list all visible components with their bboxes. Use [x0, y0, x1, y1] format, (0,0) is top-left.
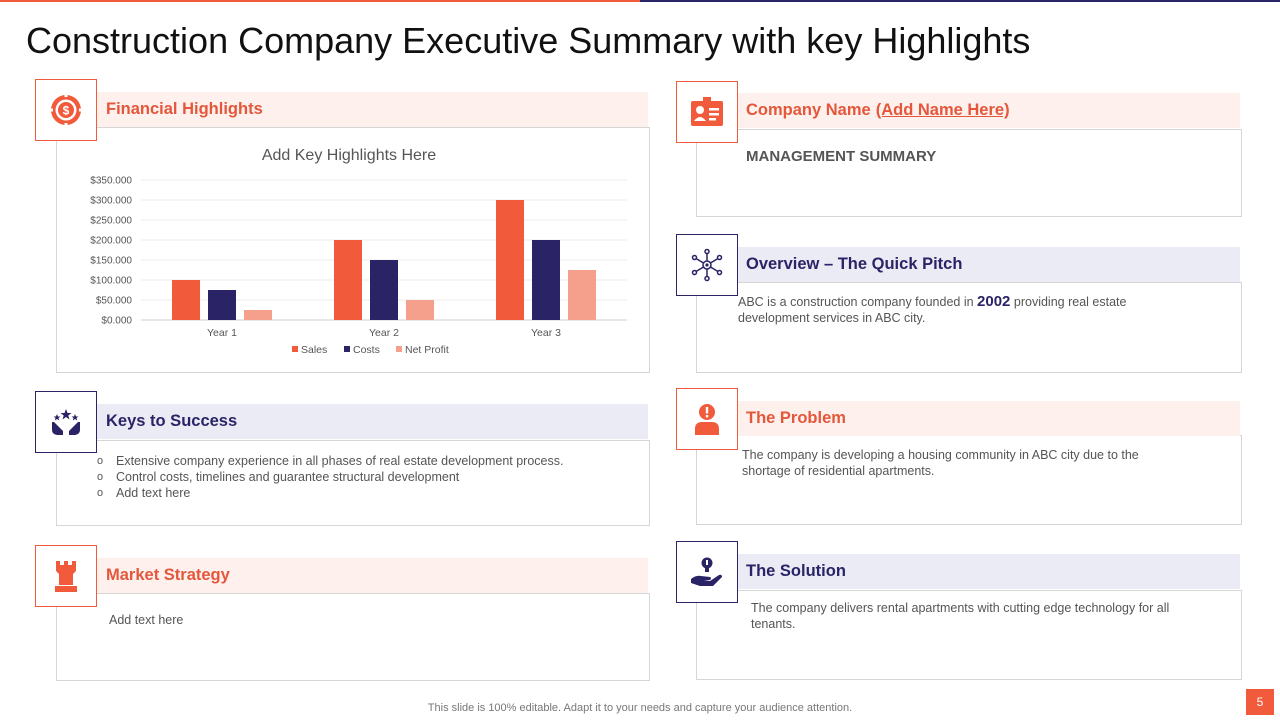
chart-bar	[334, 240, 362, 320]
keys-list-item: Control costs, timelines and guarantee s…	[97, 469, 637, 485]
chart-legend-label: Net Profit	[405, 344, 449, 356]
person-alert-icon	[695, 404, 719, 435]
overview-card	[696, 282, 1242, 373]
dollar-target-icon: $	[49, 93, 83, 127]
keys-list-item: Extensive company experience in all phas…	[97, 453, 637, 469]
hands-stars-icon	[52, 409, 80, 435]
castle-tower-icon	[55, 561, 77, 592]
keys-list-item: Add text here	[97, 485, 637, 501]
chart-legend-label: Costs	[353, 344, 380, 356]
chart-legend-label: Sales	[301, 344, 327, 356]
financial-header: Financial Highlights	[96, 92, 648, 127]
overview-header: Overview – The Quick Pitch	[736, 247, 1240, 282]
chart-title: Add Key Highlights Here	[262, 147, 436, 164]
overview-text: ABC is a construction company founded in…	[738, 294, 1168, 326]
chart-bar	[370, 260, 398, 320]
chart-ytick-label: $50.000	[96, 296, 133, 307]
management-summary: MANAGEMENT SUMMARY	[746, 148, 937, 165]
chart-bar	[172, 280, 200, 320]
chart-bar	[244, 310, 272, 320]
chart-ytick-label: $0.000	[101, 316, 132, 327]
top-accent-bar-left	[0, 0, 640, 2]
chart-bar	[568, 270, 596, 320]
chart-xtick-label: Year 1	[207, 327, 237, 339]
market-text: Add text here	[109, 613, 184, 627]
chart-xtick-label: Year 2	[369, 327, 399, 339]
keys-list: Extensive company experience in all phas…	[97, 453, 637, 501]
keys-heading: Keys to Success	[106, 412, 238, 430]
chart-bar	[406, 300, 434, 320]
company-heading: Company Name	[746, 101, 871, 119]
overview-heading: Overview – The Quick Pitch	[746, 255, 963, 273]
problem-text: The company is developing a housing comm…	[742, 448, 1139, 478]
financial-bar-chart: Add Key Highlights Here $0.000 $50.000 $10…	[90, 147, 627, 356]
solution-icon-box	[676, 541, 738, 603]
company-name-link[interactable]: (Add Name Here)	[875, 101, 1010, 119]
company-header: Company Name (Add Name Here)	[736, 93, 1240, 128]
top-accent-bar-right	[640, 0, 1280, 2]
problem-card	[696, 435, 1242, 525]
overview-text-before: ABC is a construction company founded in	[738, 295, 978, 309]
solution-heading: The Solution	[746, 562, 846, 580]
solution-text: The company delivers rental apartments w…	[751, 601, 1170, 631]
market-icon-box	[35, 545, 97, 607]
id-badge-icon	[691, 97, 723, 126]
network-icon	[691, 248, 723, 282]
chart-ytick-label: $200.000	[90, 236, 132, 247]
market-heading: Market Strategy	[106, 566, 230, 584]
overview-icon-box	[676, 234, 738, 296]
chart-legend-swatch	[292, 346, 298, 352]
chart-bar	[532, 240, 560, 320]
overview-text-after: providing real estate development servic…	[738, 295, 1127, 325]
overview-year: 2002	[977, 293, 1011, 310]
page-number: 5	[1246, 689, 1274, 715]
chart-ytick-label: $250.000	[90, 216, 132, 227]
chart-xtick-label: Year 3	[531, 327, 561, 339]
page-title: Construction Company Executive Summary w…	[26, 20, 1031, 61]
keys-icon-box	[35, 391, 97, 453]
chart-legend-swatch	[344, 346, 350, 352]
keys-list-wrapper: Extensive company experience in all phas…	[97, 453, 637, 501]
problem-header: The Problem	[736, 401, 1240, 436]
chart-bar	[208, 290, 236, 320]
svg-text:$: $	[63, 104, 70, 118]
company-icon-box	[676, 81, 738, 143]
chart-bar	[496, 200, 524, 320]
market-header: Market Strategy	[96, 558, 648, 593]
chart-ytick-label: $100.000	[90, 276, 132, 287]
chart-legend-swatch	[396, 346, 402, 352]
hand-bulb-icon	[691, 557, 722, 586]
problem-icon-box	[676, 388, 738, 450]
company-card	[696, 129, 1242, 217]
financial-icon-box: $	[35, 79, 97, 141]
problem-heading: The Problem	[746, 409, 846, 427]
solution-card	[696, 590, 1242, 680]
chart-ytick-label: $150.000	[90, 256, 132, 267]
market-card	[56, 593, 650, 681]
chart-ytick-label: $350.000	[90, 176, 132, 187]
footer-note: This slide is 100% editable. Adapt it to…	[427, 702, 853, 714]
chart-ytick-label: $300.000	[90, 196, 132, 207]
financial-heading: Financial Highlights	[106, 100, 263, 118]
keys-header: Keys to Success	[96, 404, 648, 439]
solution-header: The Solution	[736, 554, 1240, 589]
